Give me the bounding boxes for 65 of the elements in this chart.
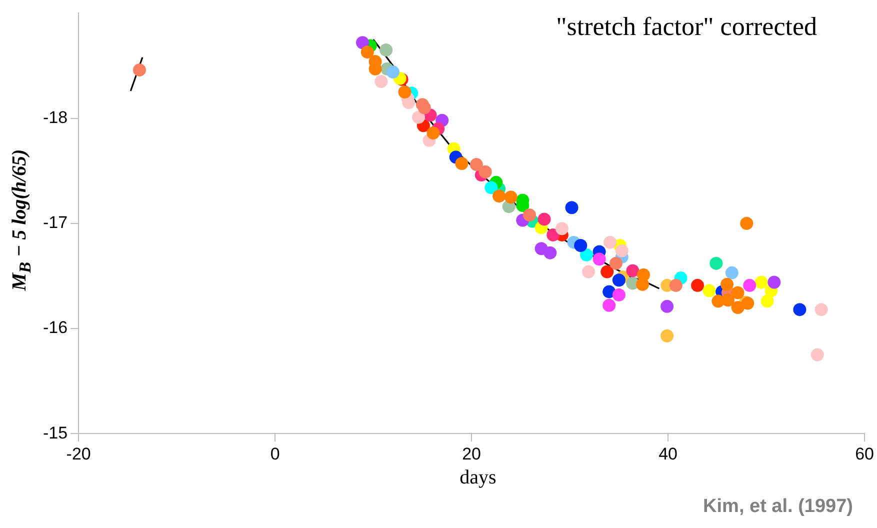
point bbox=[702, 284, 716, 298]
point bbox=[660, 329, 674, 342]
text: Kim, et al. (1997) bbox=[703, 496, 853, 518]
point bbox=[484, 181, 498, 194]
point bbox=[412, 110, 426, 124]
point bbox=[523, 208, 536, 222]
point bbox=[538, 212, 551, 226]
point bbox=[612, 288, 626, 302]
x-tick-label: 20 bbox=[462, 444, 482, 464]
x-tick-label: -20 bbox=[66, 444, 91, 464]
point bbox=[725, 266, 738, 280]
point bbox=[132, 63, 146, 76]
point bbox=[636, 278, 650, 291]
point bbox=[760, 294, 774, 308]
point bbox=[416, 98, 429, 112]
point bbox=[592, 252, 606, 266]
point bbox=[669, 278, 682, 292]
point bbox=[720, 278, 734, 291]
point bbox=[555, 222, 568, 236]
point bbox=[374, 75, 388, 88]
point bbox=[814, 303, 828, 316]
point bbox=[398, 86, 412, 99]
point bbox=[574, 238, 588, 252]
point bbox=[604, 236, 617, 249]
point bbox=[721, 294, 734, 307]
point bbox=[612, 274, 626, 287]
point bbox=[793, 303, 806, 316]
y-tick-label: -16 bbox=[42, 318, 68, 338]
point bbox=[565, 201, 578, 214]
point bbox=[546, 228, 560, 242]
point bbox=[470, 158, 483, 172]
point bbox=[731, 286, 744, 300]
y-tick-label: -18 bbox=[42, 108, 68, 127]
point bbox=[544, 246, 557, 260]
x-tick-label: 40 bbox=[658, 444, 678, 464]
point bbox=[660, 300, 674, 313]
point bbox=[768, 276, 781, 289]
point bbox=[504, 190, 518, 204]
y-tick-label: -15 bbox=[42, 423, 68, 442]
x-tick-label: 60 bbox=[855, 444, 874, 464]
point bbox=[478, 165, 492, 178]
point bbox=[600, 265, 614, 278]
point bbox=[580, 248, 594, 262]
point bbox=[626, 264, 640, 278]
y-tick-label: -17 bbox=[42, 213, 68, 232]
x-tick-label: 0 bbox=[270, 444, 280, 464]
point bbox=[810, 348, 824, 362]
point bbox=[455, 156, 468, 170]
point bbox=[492, 190, 506, 203]
point bbox=[740, 216, 754, 230]
point bbox=[754, 276, 768, 289]
point bbox=[356, 36, 370, 50]
point bbox=[582, 265, 595, 278]
point bbox=[380, 43, 393, 56]
annotation: "stretch factor" corrected bbox=[556, 12, 817, 42]
x-axis-title: days bbox=[460, 466, 496, 490]
point bbox=[743, 278, 756, 292]
point bbox=[360, 46, 374, 59]
point bbox=[691, 278, 704, 292]
point bbox=[386, 66, 400, 79]
point bbox=[615, 244, 628, 258]
point bbox=[602, 298, 616, 312]
point bbox=[609, 256, 622, 270]
point bbox=[710, 256, 723, 270]
point bbox=[426, 126, 440, 140]
